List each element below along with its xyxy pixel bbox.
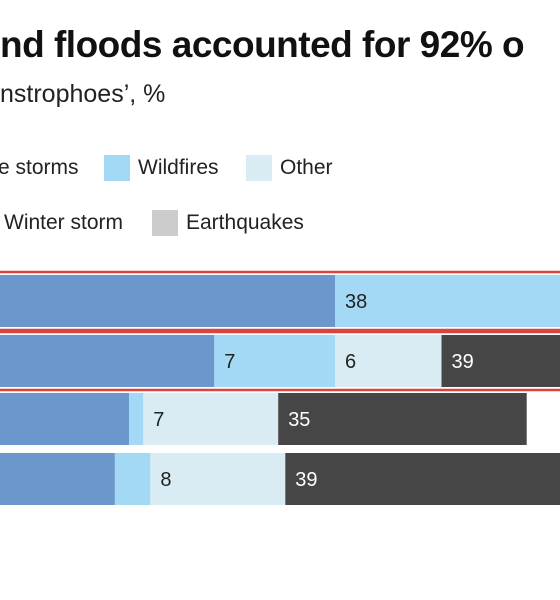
bar-segment-wildfires-row-2 xyxy=(214,335,335,387)
bar-value-label: 39 xyxy=(295,469,317,491)
bar-value-label: 7 xyxy=(153,409,164,431)
bar-segment-earthquakes-row-2 xyxy=(441,335,560,387)
legend-item-severe-storms: e storms xyxy=(0,154,79,182)
earthquakes-swatch-icon xyxy=(152,210,178,236)
chart-subtitle: nstrophoes’, % xyxy=(0,80,166,108)
bar-segment-other-row-4 xyxy=(150,453,286,505)
wildfires-swatch-icon xyxy=(104,155,130,181)
legend-item-wildfires: Wildfires xyxy=(104,154,219,182)
bar-segment-wildfires-row-1 xyxy=(335,275,560,327)
legend-label-earthquakes: Earthquakes xyxy=(186,211,304,234)
bar-segment-severe-storms-row-3 xyxy=(0,393,130,445)
legend-label-wildfires: Wildfires xyxy=(138,156,219,179)
bar-segment-severe-storms-row-4 xyxy=(0,453,115,505)
bar-segment-severe-storms-row-2 xyxy=(0,335,215,387)
other-swatch-icon xyxy=(246,155,272,181)
bar-value-label: 6 xyxy=(345,351,356,373)
legend-label-winter-storm: Winter storm xyxy=(4,211,124,234)
bar-segment-earthquakes-row-3 xyxy=(278,393,527,445)
bar-segment-other-row-3 xyxy=(143,393,279,445)
bar-value-label: 8 xyxy=(160,469,171,491)
bar-value-label: 38 xyxy=(345,291,367,313)
bar-segment-earthquakes-row-4 xyxy=(285,453,560,505)
legend-item-earthquakes: Earthquakes xyxy=(152,209,304,237)
legend-item-winter-storm: Winter storm xyxy=(4,209,123,237)
bar-segment-severe-storms-row-1 xyxy=(0,275,335,327)
bar-value-label: 7 xyxy=(224,351,235,373)
legend-label-severe-storms: e storms xyxy=(0,156,79,179)
legend-item-other: Other xyxy=(246,154,333,182)
bar-segment-wildfires-row-4 xyxy=(114,453,151,505)
bar-value-label: 39 xyxy=(452,351,474,373)
bar-segment-other-row-2 xyxy=(335,335,442,387)
chart-title: nd floods accounted for 92% o xyxy=(0,24,525,65)
bar-value-label: 35 xyxy=(288,409,310,431)
legend-label-other: Other xyxy=(280,156,333,179)
bar-segment-wildfires-row-3 xyxy=(129,393,144,445)
